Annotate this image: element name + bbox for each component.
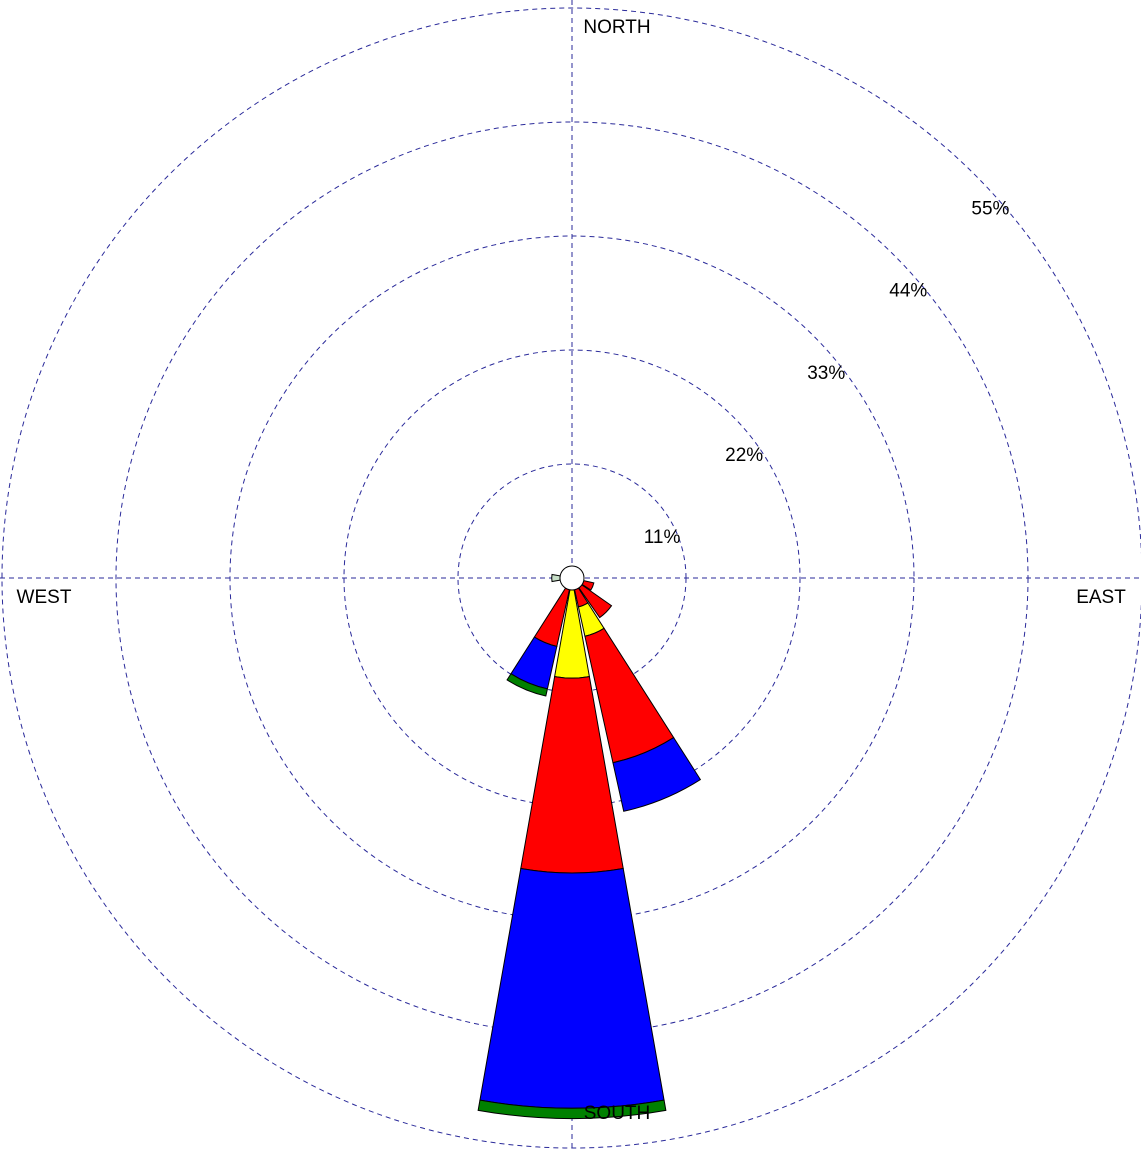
wind-bar	[477, 1099, 667, 1120]
r-tick-label: 33%	[807, 363, 845, 384]
west-label: WEST	[17, 587, 72, 608]
grid-ring	[1, 7, 1141, 1149]
wind-bar	[479, 867, 665, 1109]
grid-ring	[457, 463, 687, 693]
wind-bar	[551, 573, 561, 583]
grid-ring	[115, 121, 1029, 1035]
r-tick-label: 11%	[644, 527, 681, 548]
r-tick-label: 22%	[725, 445, 763, 466]
grid-ring	[229, 235, 915, 921]
wind-bar	[506, 673, 549, 697]
south-label: SOUTH	[584, 1103, 651, 1124]
east-label: EAST	[1076, 587, 1126, 608]
bars	[477, 565, 702, 1120]
wind-bar	[612, 736, 702, 812]
grid-ring	[343, 349, 801, 807]
r-tick-label: 55%	[971, 199, 1009, 220]
calm-circle	[559, 565, 585, 591]
north-label: NORTH	[583, 17, 650, 38]
r-tick-label: 44%	[889, 281, 927, 302]
